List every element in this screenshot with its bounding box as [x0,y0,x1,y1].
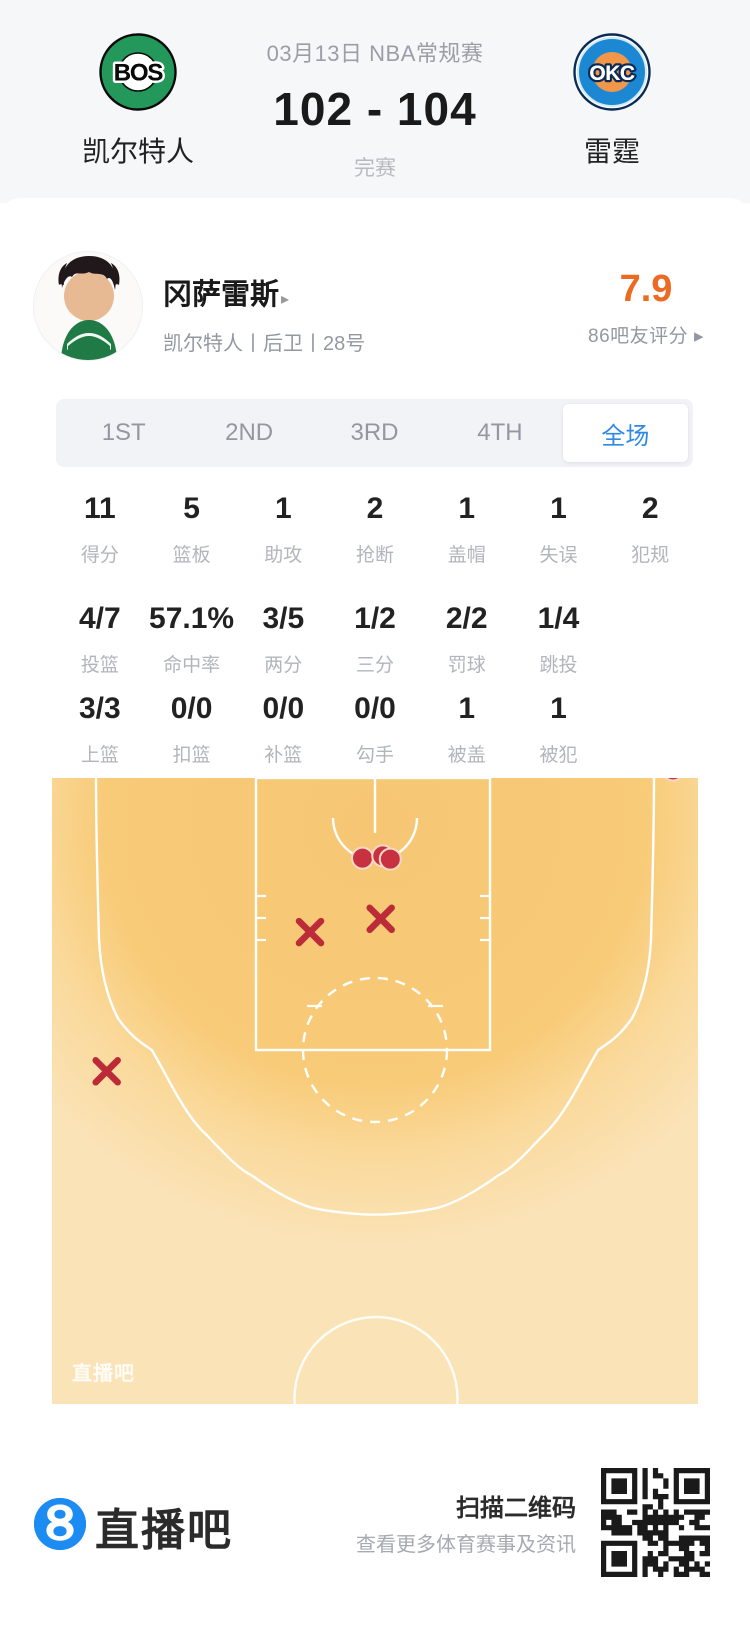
svg-text:OKC: OKC [589,62,635,85]
svg-text:BOS: BOS [114,60,164,87]
